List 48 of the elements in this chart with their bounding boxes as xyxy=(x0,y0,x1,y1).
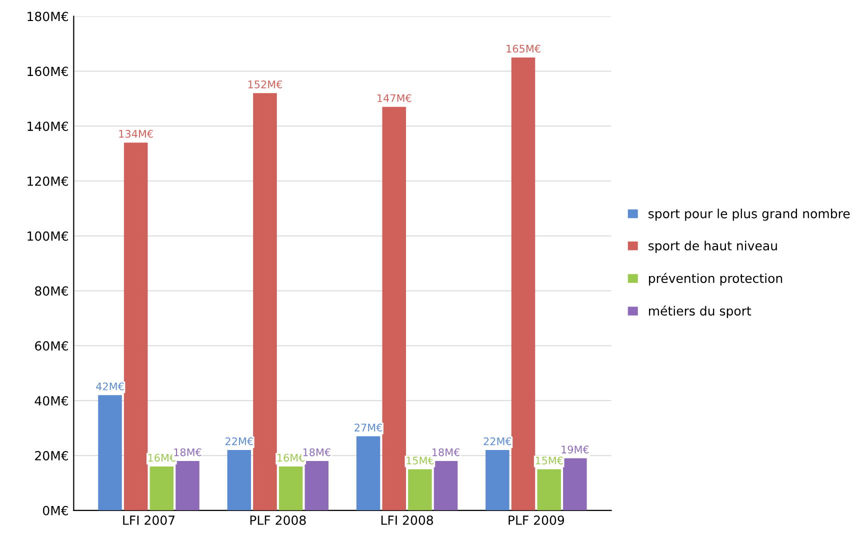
data-label: 15M€ xyxy=(406,456,434,464)
data-label: 27M€ xyxy=(354,424,382,432)
data-label: 18M€ xyxy=(174,448,202,456)
legend-label: prévention protection xyxy=(648,272,782,286)
y-tick-label: 40M€ xyxy=(34,396,68,406)
bar xyxy=(304,461,329,510)
bar xyxy=(253,93,277,510)
bar xyxy=(124,142,148,510)
bar xyxy=(278,466,303,510)
x-tick-label: LFI 2007 xyxy=(123,516,174,525)
legend-label: sport de haut niveau xyxy=(648,240,777,253)
y-tick-label: 80M€ xyxy=(35,286,68,296)
y-tick-label: 180M€ xyxy=(28,12,68,22)
legend-label: métiers du sport xyxy=(648,305,752,318)
data-label: 15M€ xyxy=(536,456,563,464)
bar xyxy=(382,106,406,510)
data-label: 22M€ xyxy=(225,437,253,446)
x-tick-label: PLF 2009 xyxy=(508,516,564,525)
bar xyxy=(486,450,510,510)
bar xyxy=(537,469,561,510)
data-label: 134M€ xyxy=(119,130,153,138)
data-label: 147M€ xyxy=(378,94,412,102)
y-tick-label: 160M€ xyxy=(28,66,68,76)
data-label: 18M€ xyxy=(303,448,330,456)
y-tick-label: 0M€ xyxy=(42,506,68,516)
bar xyxy=(227,450,252,510)
bar xyxy=(511,57,536,510)
bar xyxy=(150,466,174,510)
y-tick-label: 20M€ xyxy=(35,450,68,460)
data-label: 165M€ xyxy=(506,44,540,53)
data-label: 18M€ xyxy=(432,448,460,456)
data-label: 152M€ xyxy=(248,80,282,88)
y-tick-label: 120M€ xyxy=(28,176,68,186)
y-tick-label: 140M€ xyxy=(28,122,68,132)
bar xyxy=(408,469,432,510)
bar xyxy=(176,461,200,510)
legend-label: sport pour le plus grand nombre xyxy=(648,208,850,221)
data-label: 19M€ xyxy=(562,446,589,454)
bar xyxy=(98,395,122,510)
y-tick-label: 60M€ xyxy=(35,341,68,351)
bar xyxy=(356,436,380,510)
data-label: 22M€ xyxy=(484,437,512,446)
y-tick-label: 100M€ xyxy=(28,231,68,241)
x-tick-label: PLF 2008 xyxy=(250,516,306,525)
bar xyxy=(434,461,458,510)
x-tick-label: LFI 2008 xyxy=(381,516,433,525)
bar xyxy=(563,458,587,510)
data-label: 42M€ xyxy=(96,382,124,390)
